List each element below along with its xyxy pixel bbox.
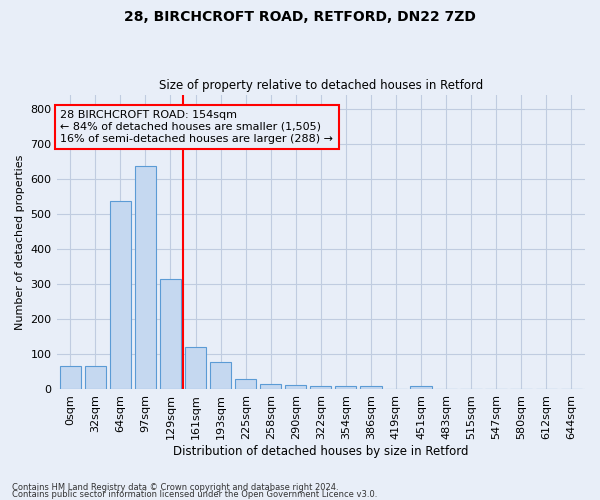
Bar (410, 386, 431, 389)
Text: 28, BIRCHCROFT ROAD, RETFORD, DN22 7ZD: 28, BIRCHCROFT ROAD, RETFORD, DN22 7ZD (124, 10, 476, 24)
Bar (210, 362, 231, 389)
Bar (185, 347, 206, 389)
Text: 28 BIRCHCROFT ROAD: 154sqm
← 84% of detached houses are smaller (1,505)
16% of s: 28 BIRCHCROFT ROAD: 154sqm ← 84% of deta… (60, 110, 333, 144)
Title: Size of property relative to detached houses in Retford: Size of property relative to detached ho… (158, 79, 483, 92)
Bar (360, 386, 382, 389)
Bar (285, 384, 307, 389)
Bar (310, 386, 331, 389)
Bar (160, 278, 181, 389)
Bar (85, 366, 106, 389)
Bar (110, 202, 131, 389)
Bar (135, 166, 156, 389)
Bar (260, 384, 281, 389)
Bar (59, 366, 81, 389)
Bar (235, 378, 256, 389)
Bar (335, 386, 356, 389)
Text: Contains public sector information licensed under the Open Government Licence v3: Contains public sector information licen… (12, 490, 377, 499)
Text: Contains HM Land Registry data © Crown copyright and database right 2024.: Contains HM Land Registry data © Crown c… (12, 484, 338, 492)
Y-axis label: Number of detached properties: Number of detached properties (15, 154, 25, 330)
X-axis label: Distribution of detached houses by size in Retford: Distribution of detached houses by size … (173, 444, 469, 458)
